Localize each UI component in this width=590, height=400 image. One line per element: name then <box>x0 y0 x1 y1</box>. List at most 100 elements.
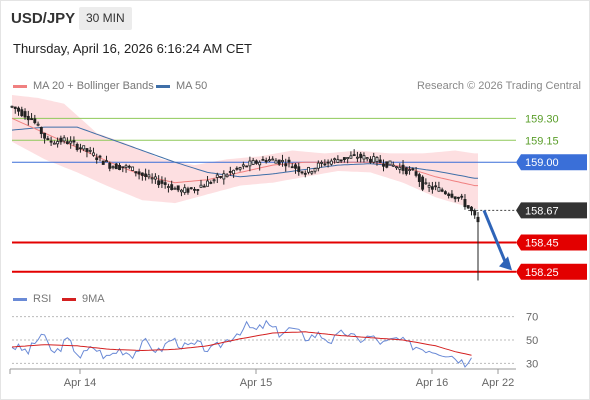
level-tag-bg <box>516 202 587 219</box>
candle-body <box>388 160 392 166</box>
candle-body <box>349 155 353 159</box>
candle-body <box>284 163 288 167</box>
candle-body <box>98 155 102 158</box>
candle-body <box>36 123 40 126</box>
candle-body <box>105 160 108 163</box>
candle-body <box>414 171 418 176</box>
symbol-title: USD/JPY <box>11 10 76 27</box>
level-tag-last: 158.67 <box>525 205 559 217</box>
candle-body <box>447 193 451 197</box>
timeframe-badge[interactable]: 30 MIN <box>79 7 132 30</box>
candle-body <box>254 160 258 164</box>
candle-body <box>225 174 229 178</box>
candle-body <box>355 156 359 159</box>
candle-body <box>173 187 177 190</box>
candle-body <box>82 145 86 150</box>
candle-body <box>69 140 73 144</box>
candle-body <box>251 160 255 165</box>
candle-body <box>326 161 330 164</box>
candle-body <box>241 164 245 167</box>
candle-body <box>264 160 268 163</box>
candle-body <box>294 164 297 169</box>
candle-body <box>310 171 314 174</box>
candle-body <box>316 162 320 169</box>
candle-body <box>33 118 37 124</box>
candle-body <box>303 172 307 175</box>
candle-body <box>359 153 363 159</box>
candle-body <box>375 157 379 162</box>
candle-body <box>46 138 50 141</box>
legend-ma20-label: MA 20 + Bollinger Bands <box>33 80 154 92</box>
candle-body <box>238 167 242 170</box>
candles-group <box>10 105 480 226</box>
candle-body <box>245 165 249 168</box>
candle-body <box>13 106 17 109</box>
candle-body <box>193 188 196 191</box>
candle-body <box>466 205 470 209</box>
candle-body <box>307 167 310 173</box>
candle-body <box>10 105 14 108</box>
candle-body <box>206 180 209 187</box>
candle-body <box>411 168 415 171</box>
candle-body <box>92 152 95 156</box>
candle-body <box>160 180 164 184</box>
candle-body <box>43 132 47 139</box>
candle-body <box>75 143 79 151</box>
candle-body <box>281 160 284 163</box>
candle-body <box>395 166 398 169</box>
ma50-swatch <box>156 84 170 88</box>
candle-body <box>26 115 30 121</box>
rsi-tick-label: 50 <box>526 335 538 347</box>
candle-body <box>186 188 190 193</box>
legend-rsi-label: RSI <box>33 293 52 305</box>
candle-body <box>391 164 395 167</box>
candle-body <box>440 189 444 192</box>
candle-body <box>95 157 99 161</box>
candle-body <box>385 161 389 168</box>
candle-body <box>85 148 89 152</box>
x-tick-label: Apr 16 <box>416 377 448 389</box>
legend-9ma: 9MA <box>62 293 105 305</box>
candle-body <box>134 171 138 174</box>
candle-body <box>404 167 408 175</box>
candle-body <box>222 173 226 180</box>
candle-body <box>189 187 193 190</box>
candle-body <box>456 196 460 199</box>
candle-body <box>271 158 275 161</box>
candle-body <box>417 174 421 182</box>
candle-body <box>219 176 223 178</box>
candle-body <box>401 164 405 171</box>
forecast-arrow-head <box>499 256 512 271</box>
candle-body <box>258 161 262 166</box>
candle-body <box>88 149 92 152</box>
candle-body <box>427 185 431 188</box>
candle-body <box>212 179 216 182</box>
candle-body <box>127 165 131 168</box>
candle-body <box>460 195 464 198</box>
candle-body <box>65 141 69 145</box>
x-tick-label: Apr 22 <box>482 377 514 389</box>
candle-body <box>443 191 447 195</box>
forecast-arrow-shaft <box>482 209 507 262</box>
level-tag-resistance: 159.15 <box>525 135 559 147</box>
candle-body <box>121 166 125 169</box>
candle-body <box>147 174 151 178</box>
candle-body <box>421 176 425 190</box>
candle-body <box>313 168 317 172</box>
candle-body <box>277 159 281 165</box>
bollinger-band-area <box>12 95 478 209</box>
candle-body <box>365 157 369 160</box>
candle-body <box>362 155 366 160</box>
level-tag-bg <box>516 154 587 171</box>
candle-body <box>209 182 213 184</box>
candle-body <box>17 107 20 112</box>
candle-body <box>215 174 219 178</box>
level-tag-resistance: 159.30 <box>525 113 559 125</box>
candle-body <box>329 160 333 165</box>
legend-rsi: RSI <box>13 293 51 305</box>
legend-9ma-label: 9MA <box>82 293 105 305</box>
candle-body <box>153 176 157 180</box>
rsi-line <box>11 319 472 368</box>
candle-body <box>430 186 434 190</box>
candle-body <box>470 206 473 212</box>
